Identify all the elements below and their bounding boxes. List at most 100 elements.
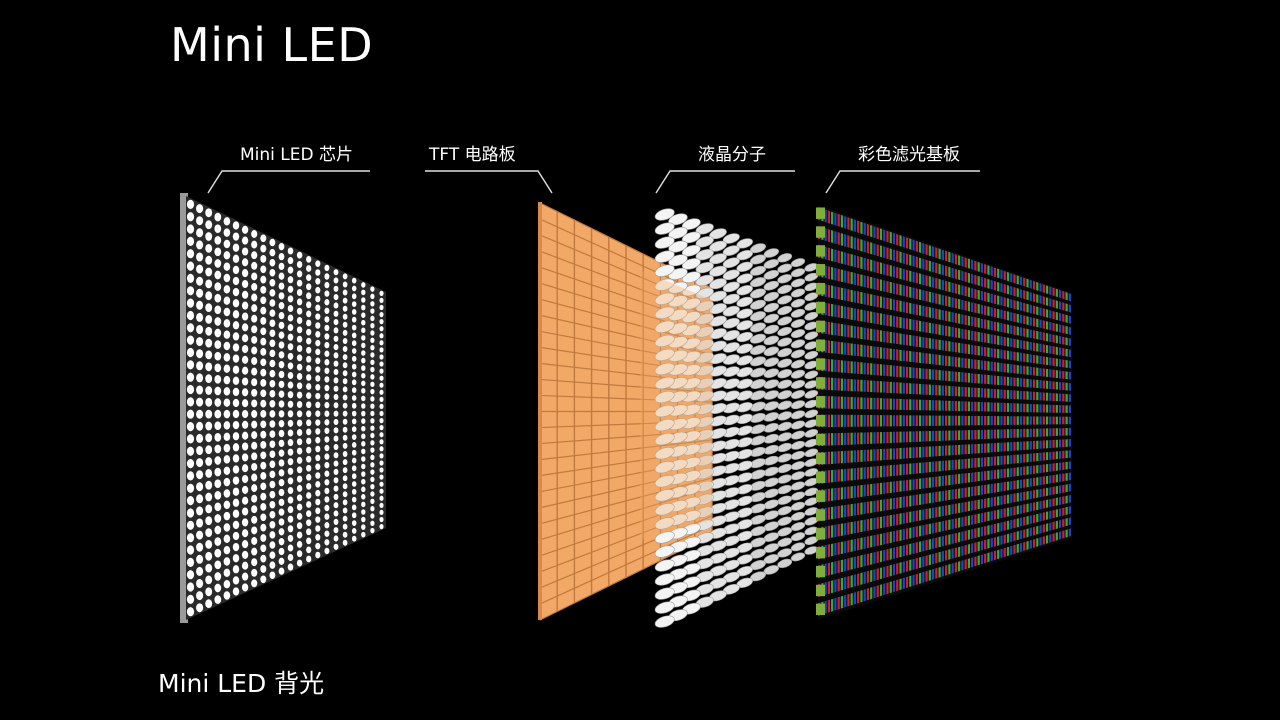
color-filter-subpixel — [837, 359, 840, 373]
color-filter-subpixel — [938, 551, 941, 563]
led-chip — [251, 240, 258, 249]
color-filter-subpixel — [1029, 391, 1032, 400]
color-filter-subpixel — [938, 385, 941, 396]
led-chip — [287, 285, 294, 293]
color-filter-subpixel — [1049, 392, 1052, 401]
color-filter-subpixel — [883, 398, 886, 410]
led-chip — [278, 321, 285, 330]
color-filter-subpixel — [873, 449, 876, 461]
led-chip — [260, 472, 267, 480]
color-filter-subpixel — [1055, 474, 1058, 483]
color-filter-subpixel — [883, 448, 886, 461]
color-filter-subpixel — [931, 400, 935, 411]
color-filter-subpixel — [1016, 531, 1019, 541]
tft-grid-line — [539, 378, 713, 394]
color-filter-subpixel — [837, 286, 840, 300]
color-filter-subpixel — [1023, 290, 1026, 300]
led-chip — [214, 328, 222, 338]
led-chip — [241, 269, 249, 278]
led-chip — [186, 520, 195, 530]
led-chip — [278, 528, 285, 536]
led-chip — [241, 550, 249, 559]
led-chip — [278, 351, 285, 359]
color-filter-subpixel — [1055, 323, 1058, 332]
led-chip — [241, 529, 249, 538]
led-chip — [186, 409, 195, 419]
color-filter-subpixel — [1000, 522, 1003, 532]
color-filter-subpixel — [834, 524, 837, 538]
color-filter-subpixel — [1045, 404, 1049, 413]
color-filter-subpixel — [866, 258, 870, 271]
color-filter-subpixel — [951, 356, 954, 367]
color-filter-subpixel — [961, 343, 964, 354]
color-filter-subpixel — [827, 266, 831, 280]
color-filter-subpixel — [850, 557, 853, 570]
led-chip — [324, 436, 330, 443]
color-filter-subpixel — [1023, 353, 1026, 362]
color-filter-subpixel — [1042, 368, 1045, 377]
color-filter-subpixel — [1036, 318, 1039, 328]
led-chip — [278, 252, 285, 261]
led-chip — [223, 319, 231, 328]
color-filter-subpixel — [1045, 440, 1049, 449]
color-filter-subpixel — [905, 334, 909, 346]
color-filter-subpixel — [834, 561, 837, 574]
color-filter-subpixel — [886, 297, 889, 310]
color-filter-subpixel — [879, 465, 883, 478]
color-filter-subpixel — [831, 525, 834, 538]
color-filter-subpixel — [850, 414, 853, 427]
color-filter-subpixel — [987, 456, 990, 467]
led-chip — [342, 434, 348, 441]
led-chip — [351, 465, 357, 472]
color-filter-subpixel — [961, 256, 964, 267]
led-chip — [287, 458, 294, 466]
color-filter-subpixel — [902, 415, 905, 427]
color-filter-subpixel — [866, 518, 870, 531]
color-filter-subpixel — [850, 539, 853, 552]
led-chip — [232, 565, 240, 574]
liquid-crystal-molecule — [654, 615, 675, 628]
color-filter-subpixel — [840, 305, 844, 319]
led-chip — [342, 426, 348, 433]
color-filter-subpixel — [909, 383, 912, 395]
color-filter-subpixel — [1003, 481, 1006, 492]
color-filter-subpixel — [1068, 461, 1071, 470]
color-filter-subpixel — [899, 349, 902, 361]
color-filter-subpixel — [980, 443, 984, 454]
led-chip — [223, 511, 231, 521]
led-chip — [370, 410, 375, 417]
liquid-crystal-molecule — [709, 315, 727, 327]
color-filter-subpixel — [945, 310, 948, 322]
led-chip — [296, 326, 303, 334]
led-chip — [214, 525, 222, 535]
liquid-crystal-molecule — [681, 244, 701, 257]
color-filter-subpixel — [905, 301, 909, 314]
color-filter-subpixel — [1023, 428, 1026, 438]
color-filter-subpixel — [824, 265, 827, 279]
led-chip — [223, 432, 231, 442]
color-filter-subpixel — [1039, 367, 1042, 377]
liquid-crystal-molecule — [695, 274, 714, 287]
color-filter-subpixel — [834, 322, 837, 336]
color-filter-subpixel — [909, 543, 912, 555]
color-filter-subpixel — [1019, 517, 1023, 527]
color-filter-edge-block — [816, 603, 825, 616]
color-filter-subpixel — [1013, 325, 1016, 335]
color-filter-subpixel — [928, 538, 931, 550]
led-chip — [324, 444, 330, 452]
color-filter-subpixel — [853, 254, 857, 268]
color-filter-subpixel — [928, 245, 931, 257]
color-filter-subpixel — [1049, 321, 1052, 331]
color-filter-subpixel — [1003, 310, 1006, 320]
color-filter-subpixel — [1006, 455, 1010, 465]
color-filter-subpixel — [931, 369, 935, 380]
color-filter-subpixel — [860, 467, 863, 480]
led-chip — [306, 328, 312, 336]
color-filter-subpixel — [886, 431, 889, 444]
color-filter-subpixel — [1062, 530, 1065, 539]
led-chip — [205, 445, 213, 455]
color-filter-subpixel — [844, 504, 847, 518]
liquid-crystal-molecule — [790, 369, 806, 379]
led-chip — [351, 293, 357, 300]
color-filter-subpixel — [1010, 351, 1013, 361]
